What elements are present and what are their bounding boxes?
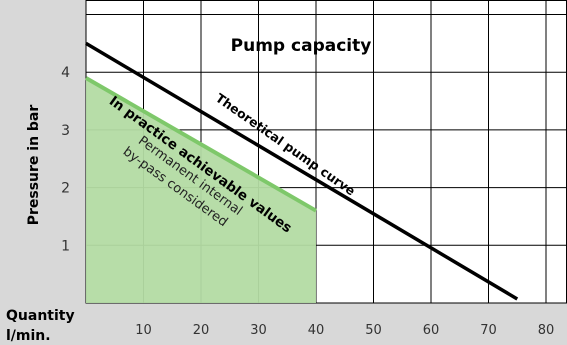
y-tick-label: 2 bbox=[61, 181, 70, 197]
y-axis-label: Pressure in bar bbox=[26, 105, 42, 226]
achievable-area-fill bbox=[86, 77, 316, 303]
practice-line bbox=[85, 76, 317, 213]
x-tick-label: 20 bbox=[193, 323, 210, 338]
x-tick-label: 60 bbox=[423, 323, 440, 338]
x-tick-label: 80 bbox=[538, 323, 555, 338]
y-tick-label: 3 bbox=[61, 123, 70, 139]
x-axis-label-line-1: Quantity bbox=[6, 308, 75, 324]
y-tick-label: 1 bbox=[61, 238, 70, 254]
x-tick-label: 40 bbox=[308, 323, 325, 338]
tick-labels: 10 20 30 40 50 60 70 80 1 2 3 4 bbox=[61, 65, 554, 338]
x-tick-label: 30 bbox=[250, 323, 267, 338]
x-axis-label: Quantity l/min. bbox=[6, 308, 79, 344]
theoretical-line bbox=[85, 41, 519, 301]
x-tick-label: 50 bbox=[365, 323, 382, 338]
x-axis-band bbox=[0, 303, 567, 345]
achievable-area bbox=[86, 77, 316, 303]
x-axis-label-line-2: l/min. bbox=[6, 328, 51, 344]
x-tick-label: 10 bbox=[135, 323, 152, 338]
y-tick-label: 4 bbox=[61, 65, 70, 81]
y-axis-band bbox=[0, 0, 86, 303]
x-tick-label: 70 bbox=[480, 323, 497, 338]
series-lines bbox=[85, 41, 519, 301]
chart-title: Pump capacity bbox=[231, 36, 372, 56]
